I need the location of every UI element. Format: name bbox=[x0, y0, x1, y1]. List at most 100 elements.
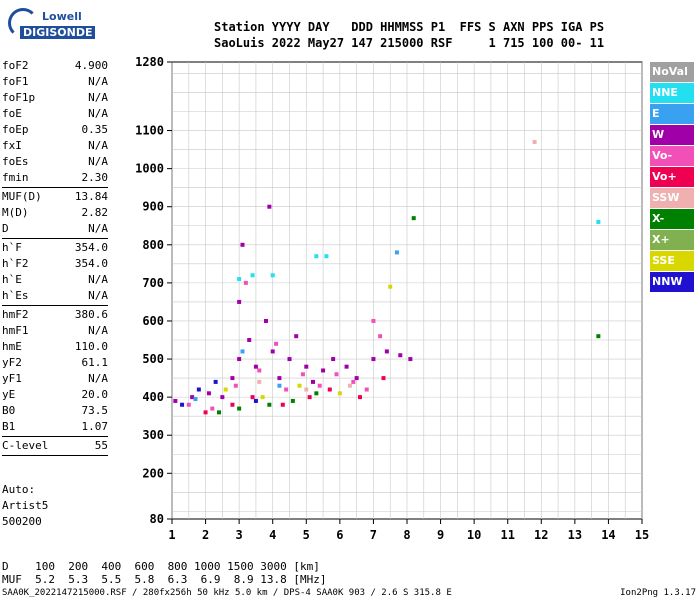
x-tick-label: 11 bbox=[500, 528, 514, 542]
param-row: yF2 61.1 bbox=[2, 355, 108, 371]
echo-point bbox=[596, 334, 601, 339]
param-row: C-level 55 bbox=[2, 438, 108, 454]
param-key: foE bbox=[2, 107, 22, 120]
param-row: hmF2 380.6 bbox=[2, 307, 108, 323]
param-value: 61.1 bbox=[81, 356, 109, 369]
echo-point bbox=[331, 357, 336, 362]
echo-point bbox=[358, 395, 362, 400]
param-key: h`F bbox=[2, 241, 22, 254]
echo-point bbox=[304, 364, 309, 369]
param-value: N/A bbox=[88, 324, 108, 337]
echo-point bbox=[280, 402, 285, 407]
y-tick-label: 200 bbox=[142, 466, 164, 480]
echo-point bbox=[398, 353, 403, 358]
param-row: yF1 N/A bbox=[2, 371, 108, 387]
echo-point bbox=[213, 379, 218, 384]
x-tick-label: 7 bbox=[370, 528, 377, 542]
echo-point bbox=[274, 341, 279, 346]
echo-point bbox=[334, 372, 339, 377]
x-tick-label: 15 bbox=[635, 528, 649, 542]
param-key: B0 bbox=[2, 404, 16, 417]
x-tick-label: 14 bbox=[601, 528, 615, 542]
legend-entry: NNE bbox=[650, 83, 694, 103]
x-tick-label: 1 bbox=[168, 528, 175, 542]
echo-point bbox=[277, 376, 282, 381]
param-value: N/A bbox=[88, 107, 108, 120]
param-key: yF1 bbox=[2, 372, 22, 385]
echo-point bbox=[237, 277, 242, 282]
param-key: fmin bbox=[2, 171, 29, 184]
param-row: B1 1.07 bbox=[2, 419, 108, 435]
echo-point bbox=[532, 139, 537, 144]
muf-row: MUF 5.2 5.3 5.5 5.8 6.3 6.9 8.9 13.8 [MH… bbox=[2, 573, 327, 586]
param-value: 2.82 bbox=[81, 206, 109, 219]
echo-point bbox=[180, 402, 185, 407]
param-separator bbox=[2, 238, 108, 239]
legend-entry: SSE bbox=[650, 251, 694, 271]
param-key: MUF(D) bbox=[2, 190, 42, 203]
param-row: h`E N/A bbox=[2, 272, 108, 288]
echo-point bbox=[240, 349, 245, 354]
param-row: MUF(D) 13.84 bbox=[2, 189, 108, 205]
legend-entry: W bbox=[650, 125, 694, 145]
param-key: hmF1 bbox=[2, 324, 29, 337]
x-tick-label: 5 bbox=[303, 528, 310, 542]
echo-point bbox=[408, 357, 413, 362]
param-key: yE bbox=[2, 388, 16, 401]
logo-text-digisonde: DIGISONDE bbox=[20, 26, 96, 39]
param-key: hmF2 bbox=[2, 308, 29, 321]
logo-swoosh-icon bbox=[8, 8, 38, 38]
param-key: fxI bbox=[2, 139, 22, 152]
param-value: 354.0 bbox=[74, 257, 108, 270]
echo-point bbox=[260, 395, 265, 400]
param-key: foEp bbox=[2, 123, 29, 136]
param-value: 380.6 bbox=[74, 308, 108, 321]
echo-point bbox=[596, 219, 601, 224]
echo-point bbox=[237, 357, 242, 362]
echo-point bbox=[297, 383, 302, 388]
param-value: 20.0 bbox=[81, 388, 109, 401]
echo-point bbox=[267, 402, 272, 407]
echo-point bbox=[247, 338, 252, 343]
header-line-2: SaoLuis 2022 May27 147 215000 RSF 1 715 … bbox=[214, 36, 605, 50]
y-tick-label: 1100 bbox=[135, 124, 164, 138]
file-info: SAA0K_2022147215000.RSF / 280fx256h 50 k… bbox=[2, 588, 452, 598]
y-tick-label: 1000 bbox=[135, 162, 164, 176]
echo-point bbox=[354, 376, 359, 381]
echo-point bbox=[196, 387, 201, 392]
echo-point bbox=[287, 357, 292, 362]
echo-point bbox=[337, 391, 342, 396]
echo-point bbox=[314, 254, 319, 259]
echo-point bbox=[327, 387, 332, 392]
x-tick-label: 4 bbox=[269, 528, 276, 542]
param-row: hmF1 N/A bbox=[2, 323, 108, 339]
echo-point bbox=[394, 250, 399, 255]
echo-point bbox=[190, 395, 195, 400]
echo-point bbox=[220, 395, 225, 400]
echo-point bbox=[230, 376, 235, 381]
param-value: 0.35 bbox=[81, 123, 109, 136]
param-value: 4.900 bbox=[74, 59, 108, 72]
param-row: hmE 110.0 bbox=[2, 339, 108, 355]
echo-point bbox=[257, 368, 262, 373]
echo-point bbox=[388, 284, 393, 289]
param-row: h`F 354.0 bbox=[2, 240, 108, 256]
echo-point bbox=[381, 376, 386, 381]
param-value: N/A bbox=[88, 273, 108, 286]
param-key: hmE bbox=[2, 340, 22, 353]
x-tick-label: 12 bbox=[534, 528, 548, 542]
legend-entry: X- bbox=[650, 209, 694, 229]
param-row: yE 20.0 bbox=[2, 387, 108, 403]
param-row: foEp 0.35 bbox=[2, 122, 108, 138]
echo-point bbox=[237, 406, 242, 411]
echo-point bbox=[230, 402, 235, 407]
echo-point bbox=[371, 318, 376, 323]
echo-point bbox=[240, 242, 245, 247]
echo-point bbox=[317, 383, 322, 388]
x-tick-label: 9 bbox=[437, 528, 444, 542]
legend-entry: NNW bbox=[650, 272, 694, 292]
echo-point bbox=[250, 273, 255, 278]
param-key: h`E bbox=[2, 273, 22, 286]
param-key: h`F2 bbox=[2, 257, 29, 270]
param-row: foEs N/A bbox=[2, 154, 108, 170]
